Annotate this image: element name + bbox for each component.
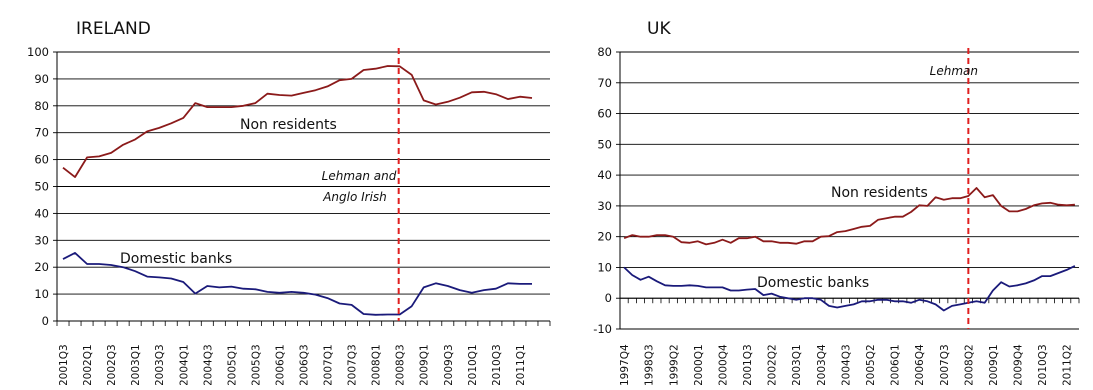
uk-x-tick-label: 2000Q4 <box>717 344 729 385</box>
uk-x-tick-label: 2005Q2 <box>865 344 877 385</box>
ireland-series-label: Non residents <box>240 117 337 133</box>
ireland-y-tick-label: 0 <box>42 314 49 328</box>
ireland-y-tick-label: 100 <box>27 45 49 59</box>
ireland-y-tick-label: 40 <box>34 206 49 220</box>
uk-series-non-residents-line <box>623 187 1075 246</box>
uk-y-tick-label: 70 <box>597 76 612 90</box>
ireland-x-tick-label: 2007Q1 <box>323 344 335 385</box>
uk-x-tick-label: 2004Q3 <box>840 344 852 385</box>
ireland-x-tick-label: 2011Q1 <box>515 344 527 385</box>
ireland-x-tick-label: 2003Q1 <box>130 344 142 385</box>
uk-event-label: Lehman <box>930 64 978 78</box>
ireland-x-tick-label: 2010Q3 <box>491 344 503 385</box>
uk-chart-title: UK <box>647 19 671 39</box>
ireland-x-tick-label: 2002Q1 <box>82 344 94 385</box>
ireland-y-tick-label: 60 <box>34 153 49 167</box>
ireland-x-tick-label: 2009Q3 <box>443 344 455 385</box>
ireland-y-tick-label: 30 <box>34 233 49 247</box>
ireland-x-tick-label: 2005Q3 <box>250 344 262 385</box>
ireland-x-tick-label: 2006Q3 <box>299 344 311 385</box>
uk-x-tick-label: 1997Q4 <box>619 344 631 385</box>
ireland-x-tick-label: 2001Q3 <box>58 344 70 385</box>
ireland-x-tick-label: 2006Q1 <box>274 344 286 385</box>
uk-x-tick-label: 2009Q1 <box>988 344 1000 385</box>
ireland-series-domestic-banks-line <box>62 251 532 316</box>
uk-y-tick-label: 80 <box>597 45 612 59</box>
uk-x-tick-label: 2011Q2 <box>1062 344 1074 385</box>
ireland-x-tick-label: 2007Q3 <box>347 344 359 385</box>
uk-y-tick-label: 30 <box>597 199 612 213</box>
uk-y-tick-label: 60 <box>597 107 612 121</box>
ireland-x-tick-label: 2004Q3 <box>202 344 214 385</box>
uk-series-domestic-banks-line <box>623 265 1076 312</box>
uk-x-tick-label: 2003Q1 <box>791 344 803 385</box>
ireland-x-tick-label: 2008Q1 <box>371 344 383 385</box>
uk-x-tick-label: 2006Q4 <box>914 344 926 385</box>
uk-y-tick-label: 40 <box>597 168 612 182</box>
uk-x-tick-label: 2001Q3 <box>742 344 754 385</box>
ireland-chart-title: IRELAND <box>76 19 151 39</box>
uk-x-tick-label: 2002Q2 <box>767 344 779 385</box>
ireland-y-tick-label: 70 <box>34 126 49 140</box>
ireland-x-tick-label: 2008Q3 <box>395 344 407 385</box>
ireland-series-label: Domestic banks <box>120 251 232 267</box>
uk-x-tick-label: 2003Q4 <box>816 344 828 385</box>
ireland-y-tick-label: 10 <box>34 287 49 301</box>
uk-x-tick-label: 2007Q3 <box>939 344 951 385</box>
ireland-x-tick-label: 2004Q1 <box>178 344 190 385</box>
uk-x-tick-label: 2006Q1 <box>890 344 902 385</box>
ireland-y-tick-label: 90 <box>34 72 49 86</box>
uk-x-tick-label: 1998Q3 <box>644 344 656 385</box>
uk-series-label: Non residents <box>831 185 928 201</box>
uk-x-tick-label: 2010Q3 <box>1037 344 1049 385</box>
uk-y-tick-label: 0 <box>605 291 612 305</box>
uk-x-tick-label: 2008Q2 <box>963 344 975 385</box>
uk-series-label: Domestic banks <box>757 275 869 291</box>
uk-x-tick-label: 2009Q4 <box>1013 344 1025 385</box>
ireland-event-label: Lehman and Anglo Irish <box>322 169 397 204</box>
uk-y-tick-label: 10 <box>597 260 612 274</box>
uk-x-tick-label: 2000Q1 <box>693 344 705 385</box>
ireland-y-tick-label: 50 <box>34 180 49 194</box>
uk-y-tick-label: 20 <box>597 230 612 244</box>
ireland-series-non-residents-line <box>62 65 533 179</box>
ireland-x-tick-label: 2010Q1 <box>467 344 479 385</box>
ireland-x-tick-label: 2002Q3 <box>106 344 118 385</box>
ireland-x-tick-label: 2003Q3 <box>154 344 166 385</box>
ireland-x-tick-label: 2005Q1 <box>226 344 238 385</box>
ireland-y-tick-label: 80 <box>34 99 49 113</box>
ireland-x-tick-label: 2009Q1 <box>419 344 431 385</box>
ireland-y-tick-label: 20 <box>34 260 49 274</box>
uk-y-tick-label: -10 <box>593 322 612 336</box>
uk-y-tick-label: 50 <box>597 137 612 151</box>
uk-x-tick-label: 1999Q2 <box>668 344 680 385</box>
